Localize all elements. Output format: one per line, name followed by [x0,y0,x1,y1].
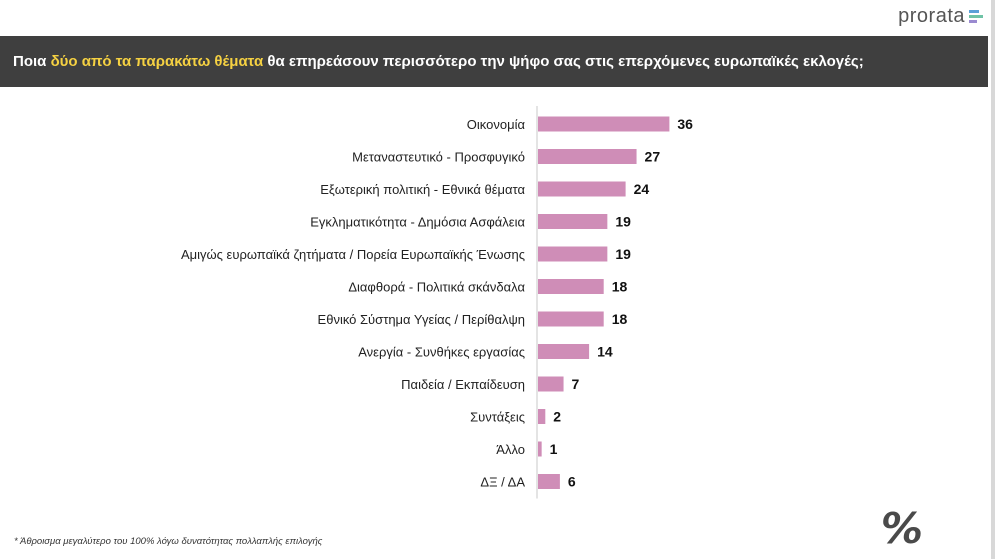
footnote: * Άθροισμα μεγαλύτερο του 100% λόγω δυνα… [14,536,323,547]
data-label: 19 [615,246,631,262]
title-suffix: θα επηρεάσουν περισσότερο την ψήφο σας σ… [263,53,864,70]
category-label: Μεταναστευτικό - Προσφυγικό [352,150,525,165]
data-label: 36 [677,116,693,132]
brand-name: prorata [898,5,965,27]
data-label: 14 [597,344,613,360]
bar [538,279,604,294]
data-label: 18 [612,311,628,327]
data-label: 1 [550,441,558,457]
bar [538,409,546,424]
bar [538,181,626,197]
logo-bar-1 [969,10,979,13]
slide-edge [991,0,995,559]
bar [538,116,670,132]
logo-bar-2 [969,15,983,18]
category-label: Εγκληματικότητα - Δημόσια Ασφάλεια [310,215,525,230]
bar [538,214,608,229]
category-label: Αμιγώς ευρωπαϊκά ζητήματα / Πορεία Ευρωπ… [181,247,525,262]
category-label: Συντάξεις [470,410,525,425]
chart-title: Ποια δύο από τα παρακάτω θέματα θα επηρε… [0,53,864,70]
category-label: Οικονομία [467,117,526,132]
bar [538,149,637,164]
title-highlight: δύο από τα παρακάτω θέματα [50,53,264,70]
category-label: Εθνικό Σύστημα Υγείας / Περίθαλψη [318,312,525,327]
bar [538,246,608,262]
brand-logo: prorata [898,5,983,28]
category-label: Ανεργία - Συνθήκες εργασίας [358,345,525,360]
data-label: 7 [572,376,580,392]
question-header: Ποια δύο από τα παρακάτω θέματα θα επηρε… [0,36,988,87]
bar [538,344,590,359]
data-label: 27 [645,149,661,165]
data-label: 24 [634,181,650,197]
category-label: ΔΞ / ΔΑ [480,475,525,490]
percent-icon: % [880,504,923,553]
logo-bars-icon [969,10,983,23]
data-label: 6 [568,474,576,490]
data-label: 2 [553,409,561,425]
category-label: Παιδεία / Εκπαίδευση [401,377,525,392]
title-prefix: Ποια [13,53,51,70]
category-label: Άλλο [496,442,525,457]
bar [538,441,542,457]
data-label: 18 [612,279,628,295]
bar [538,376,564,392]
bar [538,474,560,489]
category-label: Διαφθορά - Πολιτικά σκάνδαλα [348,280,525,295]
data-label: 19 [615,214,631,230]
category-label: Εξωτερική πολιτική - Εθνικά θέματα [320,182,525,197]
logo-bar-3 [969,20,977,23]
bar [538,311,604,327]
